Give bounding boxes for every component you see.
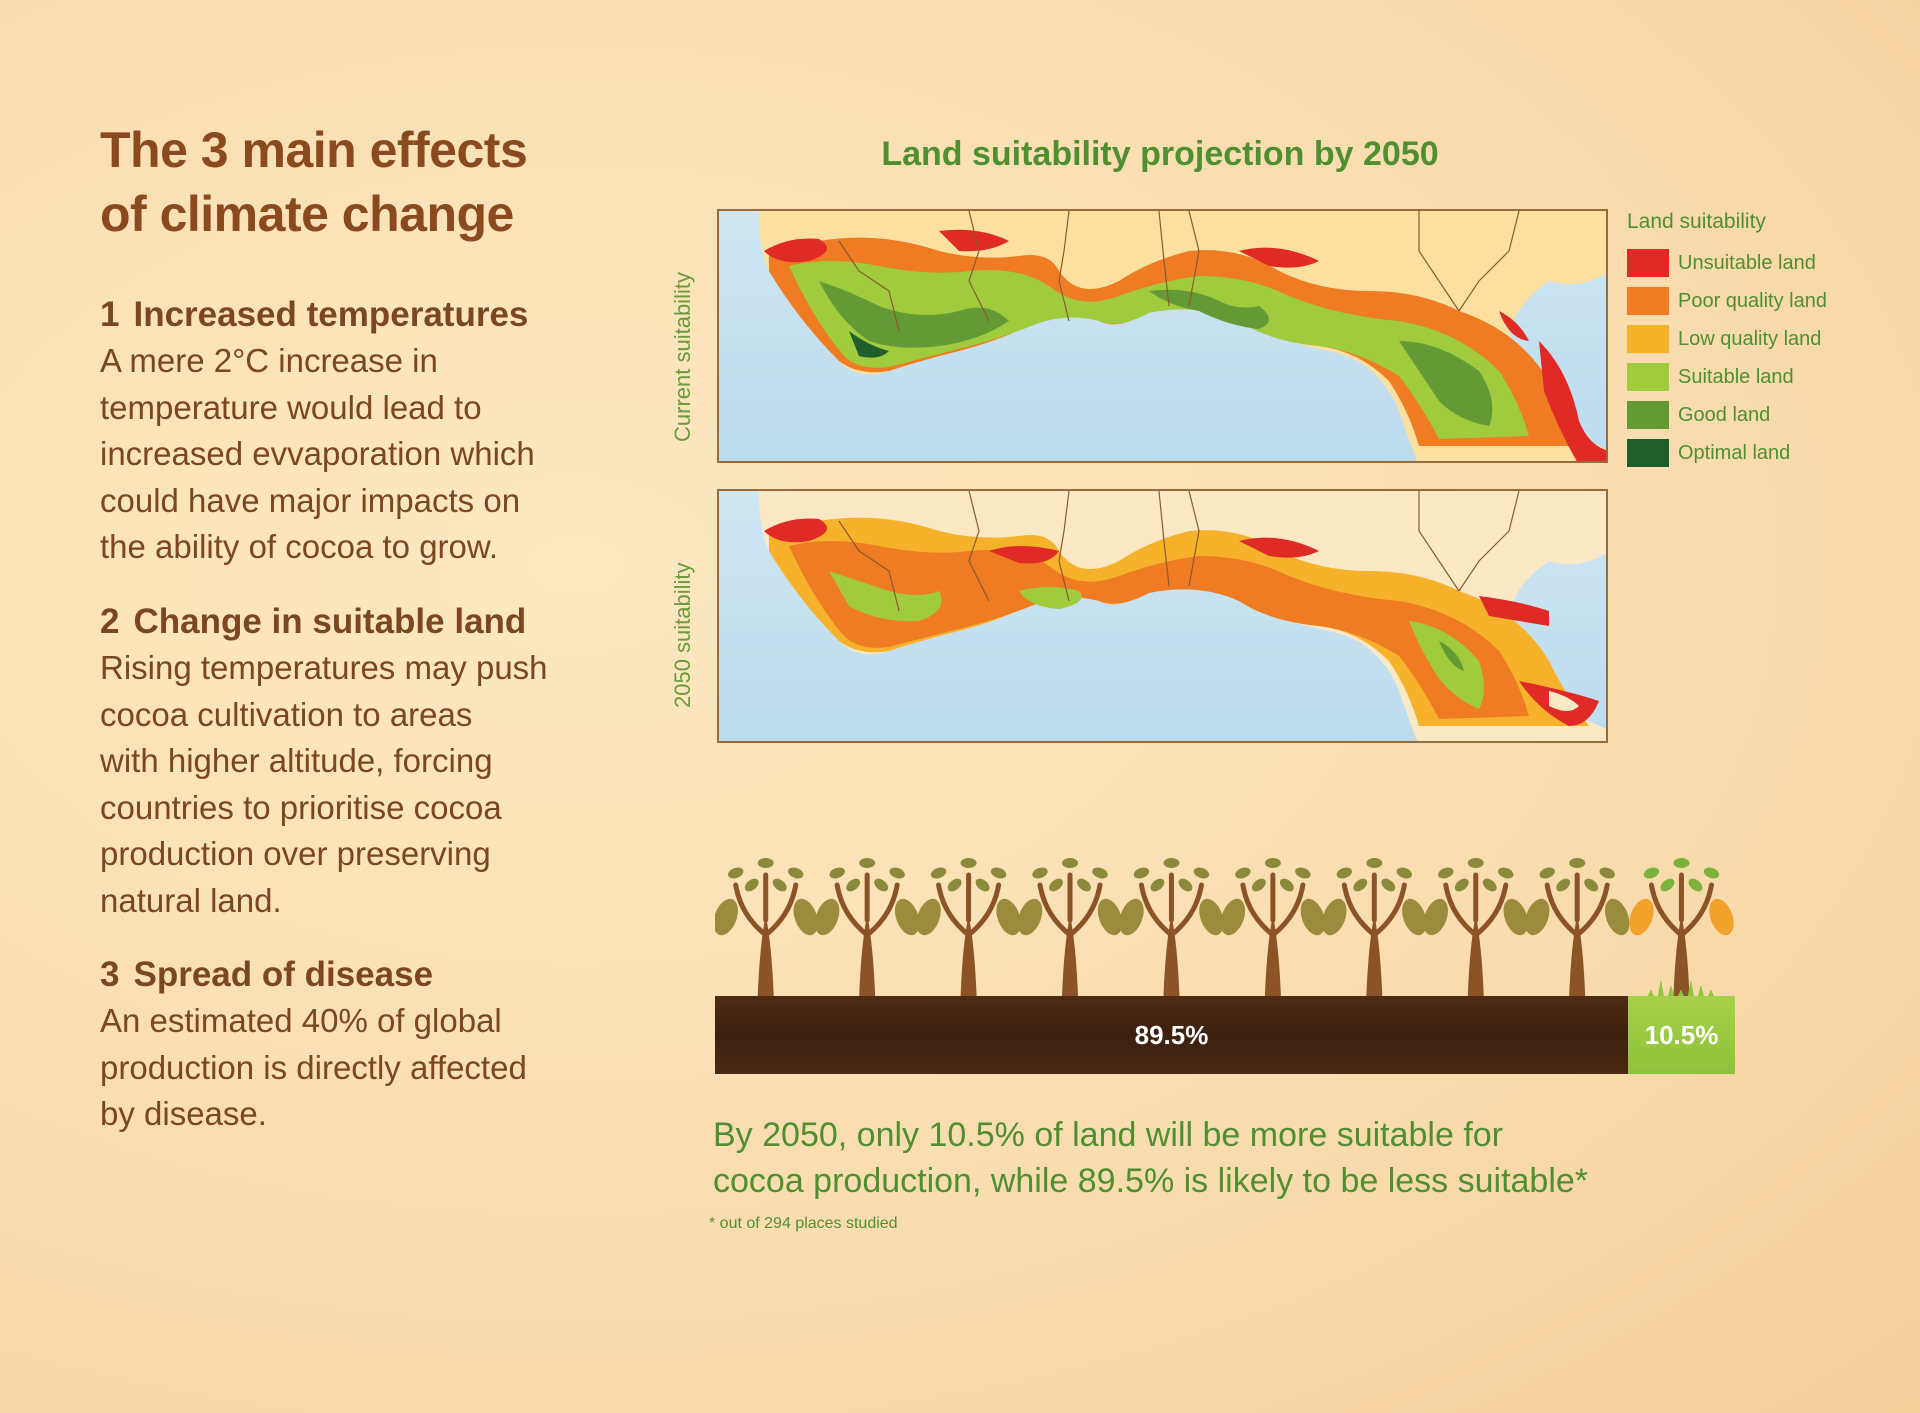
effect-body: An estimated 40% of global production is… <box>100 998 640 1138</box>
effect-body-line: by disease. <box>100 1095 267 1132</box>
page-title-line-1: The 3 main effects <box>100 122 528 178</box>
map-section-title: Land suitability projection by 2050 <box>881 135 1439 173</box>
summary-text: By 2050, only 10.5% of land will be more… <box>713 1112 1813 1204</box>
effect-body-line: with higher altitude, forcing <box>100 742 493 779</box>
footnote: * out of 294 places studied <box>709 1215 898 1232</box>
effect-increased-temperatures: 1 Increased temperatures A mere 2°C incre… <box>100 292 640 571</box>
legend-swatch <box>1627 287 1669 315</box>
cocoa-tree-icons <box>715 858 1734 996</box>
page-title-line-2: of climate change <box>100 186 514 242</box>
effects-column: The 3 main effects of climate change 1 In… <box>100 118 640 1132</box>
effect-change-in-suitable-land: 2 Change in suitable land Rising temperat… <box>100 599 640 924</box>
legend-swatch <box>1627 401 1669 429</box>
legend-swatch <box>1627 363 1669 391</box>
legend-label: Good land <box>1678 403 1771 426</box>
effect-body-line: An estimated 40% of global <box>100 1002 502 1039</box>
effect-body-line: natural land. <box>100 881 282 919</box>
legend-label: Optimal land <box>1678 441 1791 464</box>
legend-swatch <box>1627 249 1669 277</box>
effect-body-line: production is directly affected <box>100 1048 527 1086</box>
legend-swatch <box>1627 325 1669 353</box>
effect-number: 2 <box>100 602 120 641</box>
cocoa-tree-icon <box>715 858 818 996</box>
effect-heading: 3 Spread of disease <box>100 952 640 998</box>
legend-item-optimal: Optimal land <box>1627 434 1907 472</box>
legend-label: Unsuitable land <box>1678 251 1816 274</box>
more-suitable-percent: 10.5% <box>1644 1019 1719 1050</box>
summary-line: cocoa production, while 89.5% is likely … <box>713 1162 1589 1200</box>
legend-item-good: Good land <box>1627 396 1907 434</box>
effect-heading-text: Increased temperatures <box>133 295 529 334</box>
effect-body-line: countries to prioritise cocoa <box>100 788 502 826</box>
effect-heading-text: Spread of disease <box>133 955 434 994</box>
effect-body-line: temperature would lead to <box>100 388 482 426</box>
effect-body-line: Rising temperatures may push <box>100 649 548 686</box>
effect-number: 1 <box>100 295 120 334</box>
page-title: The 3 main effects of climate change <box>100 118 640 246</box>
cocoa-tree-icon <box>916 858 1021 996</box>
cocoa-tree-icon <box>1524 858 1630 996</box>
2050-suitability-map <box>717 489 1608 743</box>
cocoa-tree-icon <box>1017 858 1123 996</box>
thriving-cocoa-tree-icon <box>1629 858 1734 996</box>
current-suitability-label: Current suitability <box>670 272 695 442</box>
effect-heading-text: Change in suitable land <box>133 602 527 641</box>
cocoa-tree-icon <box>1220 858 1326 996</box>
effect-body-line: the ability of cocoa to grow. <box>100 528 499 565</box>
cocoa-tree-icon <box>814 858 920 996</box>
effect-body-line: A mere 2°C increase in <box>100 342 438 379</box>
legend-item-unsuitable: Unsuitable land <box>1627 244 1907 282</box>
legend-title: Land suitability <box>1627 210 1766 233</box>
suitability-legend: Land suitability Unsuitable land Poor qu… <box>1627 210 1907 472</box>
less-suitable-percent: 89.5% <box>1134 1019 1209 1050</box>
legend-label: Low quality land <box>1678 327 1822 350</box>
2050-suitability-label: 2050 suitability <box>670 562 695 708</box>
effect-body-line: production over preserving <box>100 835 491 872</box>
cocoa-tree-icon <box>1322 858 1427 996</box>
current-suitability-map <box>717 209 1608 463</box>
legend-label: Suitable land <box>1678 365 1794 388</box>
legend-item-poor-quality: Poor quality land <box>1627 282 1907 320</box>
2050-suitability-map-graphic <box>719 491 1606 741</box>
more-suitable-segment: 10.5% <box>1628 996 1735 1074</box>
effect-body-line: could have major impacts on <box>100 481 521 519</box>
legend-swatch <box>1627 439 1669 467</box>
legend-items: Unsuitable land Poor quality land Low qu… <box>1627 244 1907 472</box>
effect-body-line: increased evvaporation which <box>100 435 535 472</box>
effect-body: Rising temperatures may push cocoa culti… <box>100 645 640 924</box>
land-split-bar: 89.5% 10.5% <box>715 996 1735 1074</box>
legend-item-low-quality: Low quality land <box>1627 320 1907 358</box>
effect-number: 3 <box>100 955 120 994</box>
effect-heading: 2 Change in suitable land <box>100 599 640 645</box>
legend-label: Poor quality land <box>1678 289 1827 312</box>
summary-line: By 2050, only 10.5% of land will be more… <box>713 1116 1504 1154</box>
effect-heading: 1 Increased temperatures <box>100 292 640 338</box>
cocoa-tree-icon <box>1119 858 1224 996</box>
cocoa-tree-icon <box>1423 858 1528 996</box>
legend-item-suitable: Suitable land <box>1627 358 1907 396</box>
effect-body: A mere 2°C increase in temperature would… <box>100 338 640 571</box>
effect-spread-of-disease: 3 Spread of disease An estimated 40% of g… <box>100 952 640 1138</box>
grass-tufts <box>1647 979 1714 996</box>
effect-body-line: cocoa cultivation to areas <box>100 695 473 733</box>
current-suitability-map-graphic <box>719 211 1606 461</box>
less-suitable-segment: 89.5% <box>715 996 1628 1074</box>
